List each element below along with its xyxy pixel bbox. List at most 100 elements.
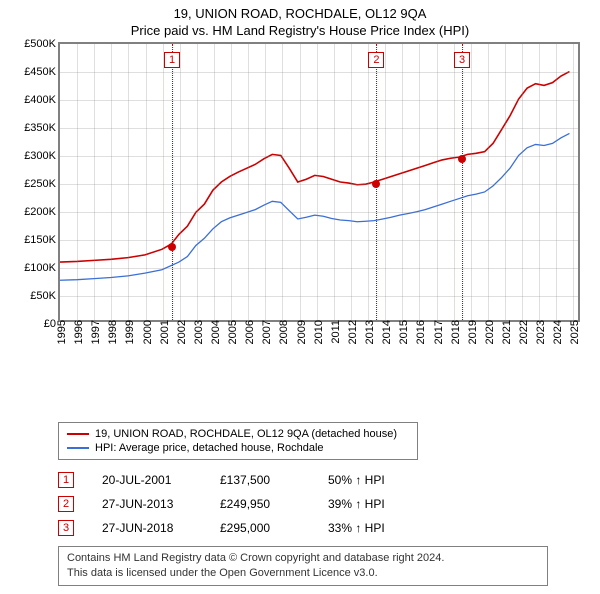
x-axis-label: 2010: [309, 320, 325, 344]
marker-line: [172, 44, 173, 320]
gridline-v: [556, 44, 557, 320]
x-axis-label: 2008: [274, 320, 290, 344]
y-axis-label: £450K: [24, 66, 60, 78]
plot-area: £0£50K£100K£150K£200K£250K£300K£350K£400…: [58, 42, 580, 322]
titles: 19, UNION ROAD, ROCHDALE, OL12 9QA Price…: [10, 6, 590, 38]
gridline-v: [94, 44, 95, 320]
footer-line-2: This data is licensed under the Open Gov…: [67, 566, 539, 581]
gridline-v: [505, 44, 506, 320]
transaction-date: 27-JUN-2013: [102, 497, 192, 511]
transaction-row: 120-JUL-2001£137,50050% ↑ HPI: [58, 468, 590, 492]
gridline-v: [248, 44, 249, 320]
x-axis-label: 2001: [155, 320, 171, 344]
gridline-v: [385, 44, 386, 320]
gridline-v: [351, 44, 352, 320]
gridline-v: [300, 44, 301, 320]
gridline-v: [180, 44, 181, 320]
x-axis-label: 2025: [565, 320, 581, 344]
legend-label: 19, UNION ROAD, ROCHDALE, OL12 9QA (deta…: [95, 428, 397, 440]
y-axis-label: £350K: [24, 122, 60, 134]
gridline-v: [77, 44, 78, 320]
gridline-v: [231, 44, 232, 320]
x-axis-label: 2014: [377, 320, 393, 344]
transactions-table: 120-JUL-2001£137,50050% ↑ HPI227-JUN-201…: [58, 468, 590, 540]
x-axis-label: 2018: [446, 320, 462, 344]
x-axis-label: 2013: [360, 320, 376, 344]
gridline-v: [334, 44, 335, 320]
gridline-v: [419, 44, 420, 320]
transaction-row: 2 27-JUN-2013 £249,950 39% ↑ HPI: [58, 492, 590, 516]
legend-swatch: [67, 433, 89, 435]
gridline-v: [282, 44, 283, 320]
gridline-h: [60, 156, 578, 157]
transaction-price: £295,000: [220, 521, 300, 535]
marker-line: [462, 44, 463, 320]
x-axis-label: 2000: [138, 320, 154, 344]
y-axis-label: £400K: [24, 94, 60, 106]
gridline-v: [539, 44, 540, 320]
transaction-date: 20-JUL-2001: [102, 473, 192, 487]
y-axis-label: £100K: [24, 262, 60, 274]
gridline-h: [60, 240, 578, 241]
transaction-row: 3 27-JUN-2018 £295,000 33% ↑ HPI: [58, 516, 590, 540]
gridline-v: [488, 44, 489, 320]
transaction-pct: 50% ↑ HPI: [328, 473, 418, 487]
transaction-date: 27-JUN-2018: [102, 521, 192, 535]
x-axis-label: 2023: [531, 320, 547, 344]
transaction-pct: 33% ↑ HPI: [328, 521, 418, 535]
gridline-h: [60, 268, 578, 269]
transaction-price: £137,500: [220, 473, 300, 487]
marker-dot: [168, 243, 176, 251]
marker-badge: 1: [164, 52, 180, 68]
gridline-v: [573, 44, 574, 320]
gridline-v: [402, 44, 403, 320]
title-sub: Price paid vs. HM Land Registry's House …: [10, 23, 590, 38]
marker-badge: 3: [454, 52, 470, 68]
gridline-v: [471, 44, 472, 320]
gridline-v: [368, 44, 369, 320]
x-axis-label: 2016: [411, 320, 427, 344]
legend-item: HPI: Average price, detached house, Roch…: [67, 441, 409, 455]
x-axis-label: 2004: [206, 320, 222, 344]
gridline-h: [60, 128, 578, 129]
x-axis-label: 1999: [120, 320, 136, 344]
chart-container: 19, UNION ROAD, ROCHDALE, OL12 9QA Price…: [0, 0, 600, 594]
x-axis-label: 2011: [326, 320, 342, 344]
transaction-price: £249,950: [220, 497, 300, 511]
gridline-h: [60, 72, 578, 73]
gridline-h: [60, 184, 578, 185]
y-axis-label: £150K: [24, 234, 60, 246]
gridline-h: [60, 100, 578, 101]
x-axis-label: 2024: [548, 320, 564, 344]
gridline-v: [522, 44, 523, 320]
attribution-footer: Contains HM Land Registry data © Crown c…: [58, 546, 548, 586]
transaction-badge: 3: [58, 520, 74, 536]
x-axis-label: 2019: [463, 320, 479, 344]
gridline-h: [60, 296, 578, 297]
marker-badge: 2: [368, 52, 384, 68]
gridline-v: [146, 44, 147, 320]
gridline-v: [317, 44, 318, 320]
legend: 19, UNION ROAD, ROCHDALE, OL12 9QA (deta…: [58, 422, 418, 460]
x-axis-label: 1996: [69, 320, 85, 344]
transaction-pct: 39% ↑ HPI: [328, 497, 418, 511]
x-axis-label: 2015: [394, 320, 410, 344]
y-axis-label: £300K: [24, 150, 60, 162]
x-axis-label: 2020: [480, 320, 496, 344]
gridline-v: [265, 44, 266, 320]
gridline-v: [197, 44, 198, 320]
y-axis-label: £500K: [24, 38, 60, 50]
y-axis-label: £250K: [24, 178, 60, 190]
x-axis-label: 2005: [223, 320, 239, 344]
gridline-v: [214, 44, 215, 320]
x-axis-label: 2006: [240, 320, 256, 344]
x-axis-label: 1995: [52, 320, 68, 344]
x-axis-label: 2021: [497, 320, 513, 344]
x-axis-label: 2007: [257, 320, 273, 344]
transaction-badge: 2: [58, 496, 74, 512]
y-axis-label: £50K: [30, 290, 60, 302]
gridline-v: [111, 44, 112, 320]
x-axis-label: 2009: [292, 320, 308, 344]
gridline-v: [163, 44, 164, 320]
line-series-svg: [60, 44, 578, 320]
